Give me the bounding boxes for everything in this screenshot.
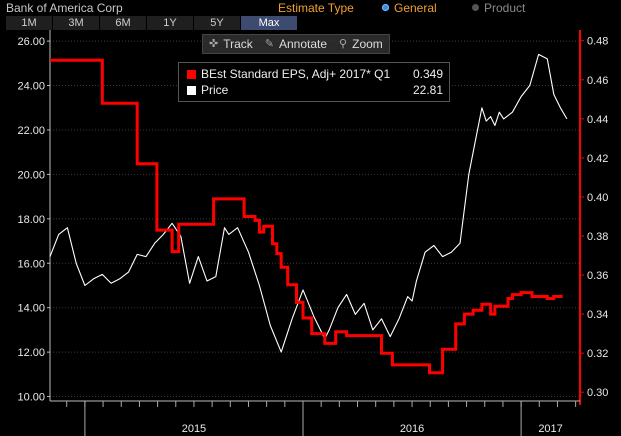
range-3m-button[interactable]: 3M bbox=[53, 16, 100, 30]
x-tick-label: 2017 bbox=[538, 423, 562, 435]
x-tick-label: 2015 bbox=[182, 423, 206, 435]
left-tick-label: 18.00 bbox=[17, 214, 45, 226]
range-max-button[interactable]: Max bbox=[241, 16, 298, 30]
left-tick-label: 16.00 bbox=[17, 258, 45, 270]
crosshair-icon: ✜ bbox=[209, 38, 219, 50]
radio-product[interactable]: Product bbox=[472, 1, 525, 15]
right-tick-label: 0.46 bbox=[587, 75, 608, 87]
range-6m-button[interactable]: 6M bbox=[100, 16, 147, 30]
header-bar: Bank of America Corp Estimate Type Gener… bbox=[0, 0, 621, 16]
right-tick-label: 0.48 bbox=[587, 36, 608, 48]
left-tick-label: 24.00 bbox=[17, 81, 45, 93]
legend-eps-value: 0.349 bbox=[412, 67, 443, 81]
legend-price-label: Price bbox=[201, 83, 229, 97]
left-tick-label: 12.00 bbox=[17, 347, 45, 359]
magnifier-icon: ⚲ bbox=[339, 38, 348, 50]
eps-swatch-icon bbox=[187, 70, 196, 79]
track-label: Track bbox=[223, 37, 253, 51]
right-tick-label: 0.32 bbox=[587, 348, 608, 360]
annotate-label: Annotate bbox=[279, 37, 328, 51]
zoom-button[interactable]: ⚲ Zoom bbox=[333, 35, 389, 53]
left-tick-label: 22.00 bbox=[17, 125, 45, 137]
range-bar: 1M 3M 6M 1Y 5Y Max bbox=[0, 16, 621, 30]
company-title: Bank of America Corp bbox=[6, 1, 123, 15]
radio-general-label: General bbox=[394, 1, 437, 15]
range-5y-button[interactable]: 5Y bbox=[194, 16, 241, 30]
legend-eps: BEst Standard EPS, Adj+ 2017* Q1 0.349 bbox=[187, 66, 443, 82]
left-tick-label: 26.00 bbox=[17, 36, 45, 48]
radio-unselected-icon bbox=[472, 4, 479, 11]
left-tick-label: 10.00 bbox=[17, 392, 45, 404]
legend-price-value: 22.81 bbox=[412, 83, 443, 97]
right-tick-label: 0.44 bbox=[587, 114, 608, 126]
legend-price: Price 22.81 bbox=[187, 82, 443, 98]
range-1y-button[interactable]: 1Y bbox=[147, 16, 194, 30]
legend-eps-label: BEst Standard EPS, Adj+ 2017* Q1 bbox=[201, 67, 391, 81]
radio-general[interactable]: General bbox=[382, 1, 437, 15]
right-tick-label: 0.36 bbox=[587, 270, 608, 282]
right-tick-label: 0.34 bbox=[587, 309, 608, 321]
chart-toolbar: ✜ Track ✎ Annotate ⚲ Zoom bbox=[202, 34, 390, 54]
x-tick-label: 2016 bbox=[400, 423, 424, 435]
right-tick-label: 0.42 bbox=[587, 153, 608, 165]
range-1m-button[interactable]: 1M bbox=[6, 16, 53, 30]
track-button[interactable]: ✜ Track bbox=[203, 35, 259, 53]
radio-product-label: Product bbox=[484, 1, 526, 15]
left-tick-label: 20.00 bbox=[17, 169, 45, 181]
pencil-icon: ✎ bbox=[264, 38, 274, 50]
zoom-label: Zoom bbox=[352, 37, 383, 51]
right-tick-label: 0.38 bbox=[587, 231, 608, 243]
eps-series-line bbox=[50, 58, 563, 375]
radio-selected-icon bbox=[382, 4, 389, 11]
chart-legend: BEst Standard EPS, Adj+ 2017* Q1 0.349 P… bbox=[178, 62, 450, 102]
annotate-button[interactable]: ✎ Annotate bbox=[259, 35, 333, 53]
right-tick-label: 0.40 bbox=[587, 192, 608, 204]
right-tick-label: 0.30 bbox=[587, 387, 608, 399]
price-swatch-icon bbox=[187, 86, 196, 95]
estimate-type-label: Estimate Type bbox=[278, 1, 354, 15]
left-tick-label: 14.00 bbox=[17, 303, 45, 315]
